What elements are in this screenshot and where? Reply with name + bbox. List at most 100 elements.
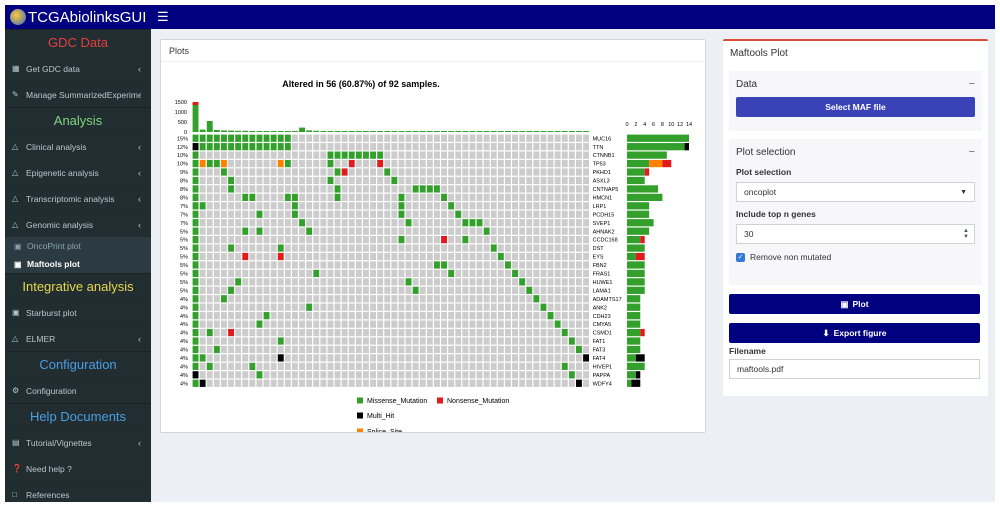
oncoplot-cell — [391, 362, 398, 370]
gene-percent-label: 7% — [180, 204, 188, 210]
oncoplot-cell — [497, 269, 504, 278]
sidebar-subitem[interactable]: ▣ OncoPrint plot — [5, 237, 151, 255]
sidebar-item[interactable]: △ ELMER ‹ — [5, 325, 151, 351]
oncoplot-cell — [490, 202, 497, 210]
oncoplot-cell — [327, 362, 334, 370]
filename-input[interactable]: maftools.pdf — [729, 359, 980, 379]
oncoplot-cell — [192, 312, 199, 320]
oncoplot-cell — [299, 143, 305, 151]
oncoplot-cell — [249, 210, 256, 218]
sidebar-item[interactable]: △ Genomic analysis ‹ — [5, 211, 151, 237]
oncoplot-cell — [533, 143, 540, 151]
sidebar-item[interactable]: ❓ Need help ? — [5, 455, 151, 481]
oncoplot-cell — [355, 236, 362, 244]
oncoplot-cell — [497, 371, 504, 379]
oncoplot-cell — [441, 244, 447, 252]
oncoplot-cell — [242, 176, 249, 185]
oncoplot-cell — [192, 286, 199, 294]
oncoplot-cell — [327, 261, 334, 269]
oncoplot-cell — [292, 159, 298, 168]
oncoplot-cell — [426, 244, 433, 252]
oncoplot-cell — [249, 159, 256, 168]
oncoplot-cell — [533, 371, 540, 379]
sidebar-item[interactable]: ▣ Starburst plot — [5, 299, 151, 325]
oncoplot-cell — [377, 210, 384, 218]
oncoplot-cell — [199, 278, 206, 286]
oncoplot-cell — [341, 244, 348, 252]
oncoplot-cell — [228, 354, 234, 362]
oncoplot-cell — [448, 261, 455, 269]
oncoplot-cell — [533, 354, 540, 362]
oncoplot-cell — [398, 269, 405, 278]
oncoplot-cell — [263, 371, 270, 379]
oncoplot-cell — [270, 295, 277, 303]
sidebar-item[interactable]: □ References — [5, 481, 151, 507]
collapse-icon[interactable]: − — [968, 146, 975, 158]
sidebar-item[interactable]: ▤ Tutorial/Vignettes ‹ — [5, 429, 151, 455]
plot-button[interactable]: ▣ Plot — [729, 294, 980, 314]
oncoplot-cell — [405, 210, 412, 218]
oncoplot-cell — [306, 159, 313, 168]
oncoplot-cell — [277, 269, 284, 278]
oncoplot-cell — [526, 303, 533, 311]
oncoplot-cell — [519, 371, 526, 379]
gene-name-label: LAMA1 — [593, 288, 611, 294]
oncoplot-cell — [561, 303, 568, 311]
oncoplot-cell — [497, 185, 504, 193]
oncoplot-cell — [341, 379, 348, 387]
hamburger-icon[interactable]: ☰ — [157, 9, 169, 24]
oncoplot-cell — [391, 261, 398, 269]
oncoplot-cell — [313, 337, 320, 345]
plot-selection-section-title: Plot selection — [736, 146, 796, 158]
oncoplot-cell — [299, 244, 305, 252]
oncoplot-cell — [583, 236, 589, 244]
oncoplot-cell — [341, 219, 348, 227]
oncoplot-cell — [519, 286, 526, 294]
oncoplot-cell — [334, 295, 341, 303]
bar-axis-tick-label: 0 — [625, 122, 628, 128]
oncoplot-cell — [263, 345, 270, 354]
oncoplot-cell — [341, 151, 348, 159]
oncoplot-cell — [490, 236, 497, 244]
spinner-icon[interactable]: ▲ ▼ — [963, 228, 969, 240]
sidebar-item[interactable]: ⚙ Configuration — [5, 377, 151, 403]
top-n-genes-input[interactable]: 30 ▲ ▼ — [736, 224, 975, 244]
sidebar-item[interactable]: ▦ Get GDC data ‹ — [5, 55, 151, 81]
oncoplot-cell — [576, 303, 582, 311]
oncoplot-cell — [583, 219, 589, 227]
app-logo[interactable]: TCGAbiolinksGUI — [5, 5, 151, 29]
oncoplot-cell — [363, 252, 369, 261]
oncoplot-cell — [249, 269, 256, 278]
export-figure-button[interactable]: ⬇ Export figure — [729, 323, 980, 343]
remove-non-mutated-label: Remove non mutated — [750, 252, 832, 262]
oncoplot-cell — [426, 312, 433, 320]
oncoplot-cell — [512, 176, 518, 185]
oncoplot-cell — [576, 244, 582, 252]
oncoplot-cell — [235, 227, 242, 235]
sidebar-item[interactable]: △ Epigenetic analysis ‹ — [5, 159, 151, 185]
oncoplot-cell — [256, 345, 263, 354]
plot-selection-dropdown[interactable]: oncoplot ▼ — [736, 182, 975, 202]
select-maf-file-button[interactable]: Select MAF file — [736, 97, 975, 117]
oncoplot-cell — [476, 371, 483, 379]
oncoplot-cell — [370, 202, 376, 210]
oncoplot-cell — [348, 379, 355, 387]
oncoplot-cell — [306, 210, 313, 218]
sidebar-item[interactable]: ✎ Manage SummarizedExperiment — [5, 81, 151, 107]
collapse-icon[interactable]: − — [968, 78, 975, 90]
oncoplot-cell — [391, 303, 398, 311]
remove-non-mutated-checkbox[interactable]: ✓ — [736, 252, 745, 262]
gene-percent-label: 9% — [180, 170, 188, 176]
oncoplot-cell — [377, 345, 384, 354]
oncoplot-cell — [263, 168, 270, 176]
oncoplot-cell — [313, 328, 320, 337]
sidebar-subitem[interactable]: ▣ Maftools plot — [5, 255, 151, 273]
oncoplot-cell — [462, 143, 469, 151]
oncoplot-cell — [256, 328, 263, 337]
sidebar-item[interactable]: △ Transcriptomic analysis ‹ — [5, 185, 151, 211]
oncoplot-cell — [206, 371, 213, 379]
oncoplot-cell — [448, 143, 455, 151]
oncoplot-cell — [327, 236, 334, 244]
sidebar-item[interactable]: △ Clinical analysis ‹ — [5, 133, 151, 159]
